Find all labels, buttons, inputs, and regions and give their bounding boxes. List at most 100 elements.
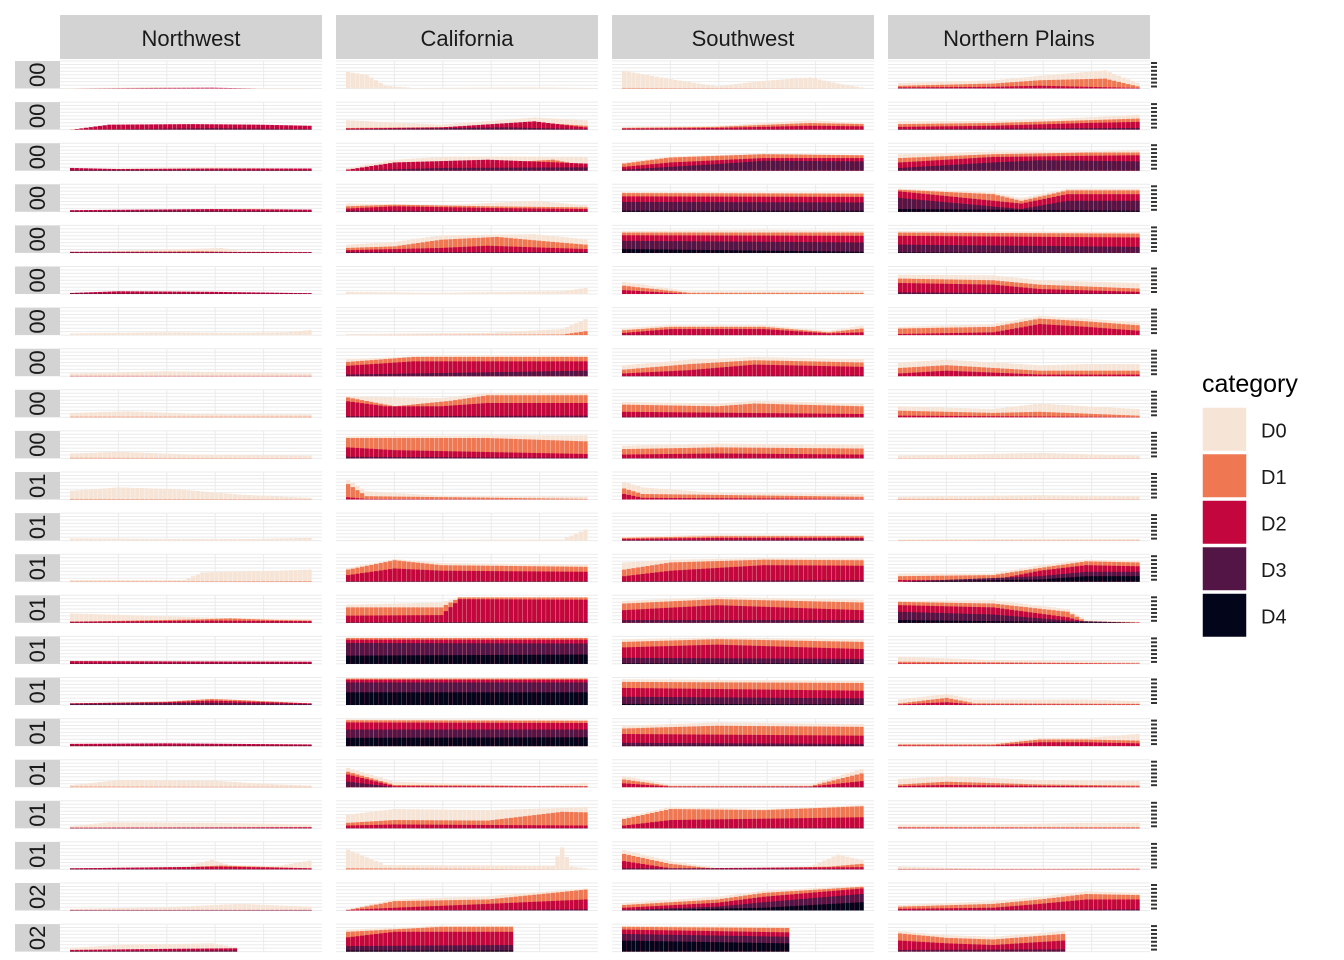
- bar-d2: [429, 248, 435, 253]
- bar-d2: [1093, 122, 1098, 130]
- bar-d3: [1093, 293, 1098, 294]
- bar-d4: [715, 210, 720, 212]
- bar-d4: [808, 210, 813, 212]
- bar-d2: [1074, 86, 1080, 89]
- bar-d4: [691, 210, 697, 212]
- bar-d1: [1107, 79, 1112, 89]
- bar-d2: [635, 165, 641, 171]
- bar-d3: [761, 202, 766, 212]
- bar-d2: [429, 161, 435, 171]
- bar-d4: [1070, 210, 1075, 212]
- bar-d4: [1112, 210, 1117, 212]
- bar-d3: [223, 210, 228, 212]
- bar-d3: [756, 161, 762, 171]
- bar-d3: [916, 166, 921, 171]
- bar-d2: [668, 162, 673, 171]
- bar-d2: [346, 169, 351, 171]
- bar-d3: [1093, 200, 1098, 212]
- bar-d2: [149, 124, 154, 130]
- bar-d0: [373, 80, 379, 89]
- bar-d0: [350, 291, 355, 294]
- facet-panel: [888, 266, 1150, 295]
- bar-d0: [780, 79, 785, 89]
- bar-d3: [564, 128, 570, 130]
- bar-d4: [1107, 210, 1112, 212]
- bar-d2: [518, 160, 523, 171]
- bar-d3: [1051, 293, 1056, 294]
- bar-d2: [260, 124, 266, 130]
- bar-d3: [429, 252, 435, 253]
- bar-d0: [569, 289, 574, 294]
- bar-d3: [144, 210, 149, 212]
- bar-d3: [729, 163, 734, 171]
- bar-d4: [1116, 210, 1122, 212]
- bar-d0: [158, 87, 163, 89]
- bar-d2: [195, 168, 200, 171]
- bar-d4: [756, 210, 762, 212]
- bar-d2: [116, 251, 121, 253]
- bar-d2: [953, 87, 959, 89]
- bar-d2: [546, 162, 551, 171]
- bar-d2: [1009, 125, 1014, 130]
- bar-d3: [415, 252, 421, 253]
- bar-d2: [564, 125, 570, 130]
- bar-d3: [116, 169, 121, 171]
- bar-d3: [195, 210, 200, 212]
- bar-d0: [494, 292, 500, 294]
- bar-d3: [144, 128, 149, 130]
- bar-d3: [378, 169, 383, 171]
- bar-d0: [373, 292, 379, 294]
- bar-d3: [74, 211, 79, 212]
- bar-d2: [925, 160, 931, 171]
- bar-d0: [756, 81, 762, 89]
- bar-d2: [116, 209, 121, 212]
- bar-d3: [1116, 200, 1122, 212]
- bar-d2: [673, 162, 678, 171]
- facet-panel: [612, 60, 874, 89]
- bar-d0: [462, 292, 467, 294]
- bar-d2: [420, 248, 425, 253]
- bar-d0: [574, 289, 579, 294]
- bar-d2: [214, 124, 219, 130]
- bar-d2: [172, 209, 177, 212]
- bar-d4: [963, 209, 968, 212]
- bar-d1: [420, 242, 425, 253]
- bar-d2: [635, 290, 641, 294]
- bar-d3: [522, 127, 528, 130]
- column-label: California: [421, 26, 515, 51]
- row-strip: [15, 554, 60, 582]
- bar-d4: [743, 210, 748, 212]
- facet-panel: [612, 101, 874, 131]
- bar-d2: [527, 161, 532, 171]
- bar-d3: [111, 252, 117, 253]
- bar-d0: [840, 84, 846, 89]
- bar-d3: [177, 210, 182, 212]
- bar-d3: [1060, 201, 1066, 212]
- bar-d3: [434, 128, 439, 130]
- bar-d3: [555, 128, 560, 130]
- bar-d2: [522, 161, 528, 171]
- bar-d3: [1051, 160, 1056, 171]
- bar-d3: [1037, 293, 1042, 294]
- bar-d2: [626, 290, 631, 294]
- bar-d3: [163, 169, 168, 171]
- bar-d2: [130, 168, 135, 171]
- bar-d2: [158, 87, 163, 89]
- bar-d3: [701, 164, 706, 171]
- bar-d2: [471, 125, 476, 130]
- bar-d3: [784, 202, 790, 212]
- bar-d0: [499, 87, 504, 89]
- bar-d3: [1028, 245, 1033, 253]
- bar-d3: [939, 292, 945, 294]
- bar-d2: [569, 125, 574, 130]
- bar-d2: [274, 125, 280, 130]
- bar-d3: [125, 169, 131, 171]
- bar-d4: [803, 210, 808, 212]
- bar-d2: [457, 247, 462, 253]
- bar-d4: [789, 250, 794, 253]
- bar-d2: [346, 128, 351, 130]
- bar-d3: [1005, 128, 1010, 130]
- bar-d2: [79, 251, 84, 253]
- bar-d3: [107, 169, 112, 171]
- bar-d0: [383, 292, 388, 294]
